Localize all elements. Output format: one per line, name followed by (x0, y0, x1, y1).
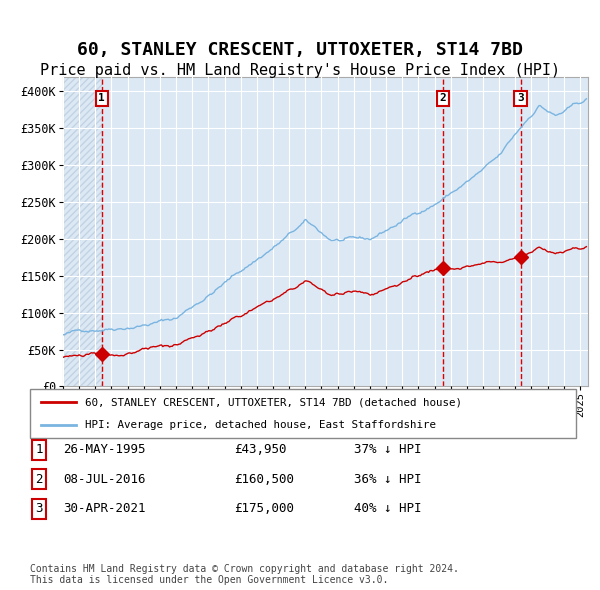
Text: Contains HM Land Registry data © Crown copyright and database right 2024.
This d: Contains HM Land Registry data © Crown c… (30, 563, 459, 585)
Text: 26-MAY-1995: 26-MAY-1995 (63, 443, 146, 456)
Text: Price paid vs. HM Land Registry's House Price Index (HPI): Price paid vs. HM Land Registry's House … (40, 63, 560, 78)
Text: 3: 3 (35, 502, 43, 515)
FancyBboxPatch shape (30, 389, 576, 438)
Text: 1: 1 (35, 443, 43, 456)
Text: 60, STANLEY CRESCENT, UTTOXETER, ST14 7BD: 60, STANLEY CRESCENT, UTTOXETER, ST14 7B… (77, 41, 523, 59)
Text: 2: 2 (35, 473, 43, 486)
Text: 37% ↓ HPI: 37% ↓ HPI (354, 443, 421, 456)
Text: 08-JUL-2016: 08-JUL-2016 (63, 473, 146, 486)
Text: £160,500: £160,500 (234, 473, 294, 486)
Text: 3: 3 (517, 93, 524, 103)
Text: 36% ↓ HPI: 36% ↓ HPI (354, 473, 421, 486)
Text: 30-APR-2021: 30-APR-2021 (63, 502, 146, 515)
Text: £175,000: £175,000 (234, 502, 294, 515)
Text: 40% ↓ HPI: 40% ↓ HPI (354, 502, 421, 515)
Text: 1: 1 (98, 93, 105, 103)
Text: HPI: Average price, detached house, East Staffordshire: HPI: Average price, detached house, East… (85, 419, 436, 430)
Text: 2: 2 (440, 93, 446, 103)
Text: £43,950: £43,950 (234, 443, 287, 456)
Text: 60, STANLEY CRESCENT, UTTOXETER, ST14 7BD (detached house): 60, STANLEY CRESCENT, UTTOXETER, ST14 7B… (85, 398, 461, 408)
